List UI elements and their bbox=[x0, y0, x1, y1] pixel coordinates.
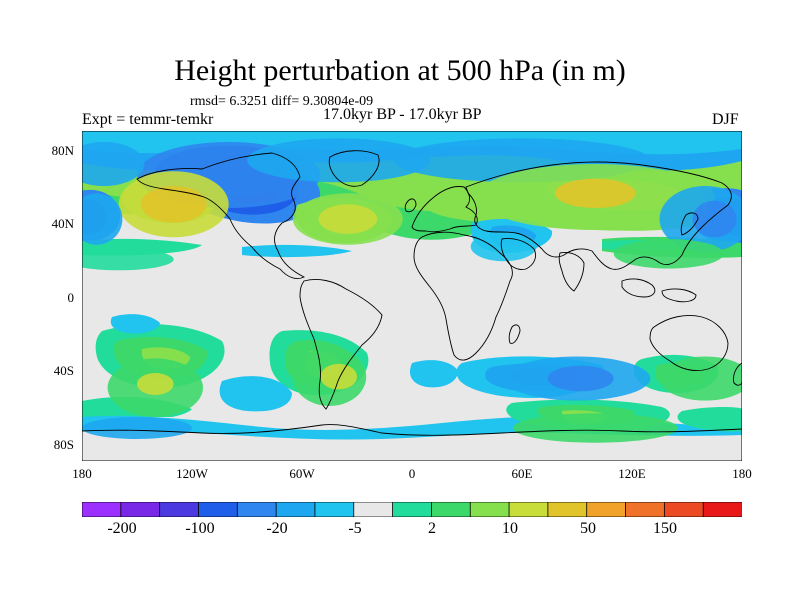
lat-label-80s: 80S bbox=[53, 437, 74, 452]
anomaly-core-22 bbox=[547, 365, 614, 392]
lon-label-120w: 120W bbox=[176, 466, 208, 481]
colorbar-label-5: 10 bbox=[502, 520, 518, 537]
colorbar-swatch-7 bbox=[353, 502, 394, 517]
colorbar-label-4: 2 bbox=[428, 520, 436, 537]
lon-label-60w: 60W bbox=[289, 466, 315, 481]
lon-label-120e: 120E bbox=[618, 466, 646, 481]
anomaly-core-13 bbox=[82, 193, 123, 245]
colorbar-swatch-9 bbox=[431, 502, 471, 517]
anomaly-core-2 bbox=[247, 138, 431, 183]
colorbar-swatch-1 bbox=[120, 502, 161, 517]
stats-label: rmsd= 6.3251 diff= 9.30804e-09 bbox=[190, 94, 374, 109]
colorbar-swatch-2 bbox=[159, 502, 200, 517]
anomaly-core-10 bbox=[555, 178, 636, 208]
anomaly-core-18 bbox=[137, 373, 174, 395]
colorbar-label-2: -20 bbox=[266, 520, 288, 537]
period-label: 17.0kyr BP - 17.0kyr BP bbox=[323, 106, 482, 123]
lon-label-180e: 180 bbox=[732, 466, 752, 481]
anomaly-core-20 bbox=[320, 363, 357, 390]
height-anomaly-map bbox=[82, 131, 742, 461]
india-coast bbox=[558, 252, 585, 292]
south-america-coast bbox=[299, 278, 383, 410]
colorbar-swatch-12 bbox=[547, 502, 588, 517]
madagascar-coast bbox=[508, 324, 521, 344]
north-america-coast bbox=[136, 152, 306, 280]
asia-coast bbox=[465, 161, 732, 270]
greenland-coast bbox=[328, 150, 380, 187]
colorbar-swatch-10 bbox=[469, 502, 510, 517]
australia-coast bbox=[649, 315, 729, 372]
colorbar-swatch-4 bbox=[236, 502, 277, 517]
colorbar-swatch-15 bbox=[663, 502, 704, 517]
africa-coast bbox=[413, 231, 513, 361]
colorbar-label-3: -5 bbox=[348, 520, 362, 537]
colorbar-label-7: 150 bbox=[653, 520, 677, 537]
colorbar-swatch-8 bbox=[392, 502, 433, 517]
anomaly-core-14 bbox=[470, 231, 537, 262]
anomaly-core-8 bbox=[318, 204, 378, 234]
season-label: DJF bbox=[712, 111, 739, 128]
colorbar-swatch-14 bbox=[625, 502, 666, 517]
anomaly-core-15 bbox=[613, 239, 724, 269]
colorbar-label-1: -100 bbox=[185, 520, 215, 537]
lon-label-180w: 180 bbox=[72, 466, 92, 481]
uk-coast bbox=[404, 198, 417, 213]
colorbar-swatch-0 bbox=[82, 502, 122, 517]
colorbar-swatch-3 bbox=[198, 502, 238, 517]
lon-label-0: 0 bbox=[408, 466, 416, 481]
anomaly-core-12 bbox=[692, 200, 737, 238]
anomaly-core-16 bbox=[82, 248, 174, 271]
colorbar-swatch-5 bbox=[275, 502, 316, 517]
colorbar-swatch-16 bbox=[702, 502, 742, 517]
anomaly-core-24 bbox=[512, 413, 678, 443]
lat-label-equator: 0 bbox=[67, 290, 75, 305]
anomaly-fields bbox=[82, 131, 742, 461]
anomaly-core-25 bbox=[82, 417, 192, 439]
colorbar-label-6: 50 bbox=[580, 520, 596, 537]
colorbar-swatch-6 bbox=[314, 502, 355, 517]
lat-label-40n: 40N bbox=[51, 216, 74, 231]
antarctica-coast bbox=[82, 424, 742, 436]
southeast-asia-islands bbox=[621, 278, 697, 303]
colorbar-swatch-13 bbox=[586, 502, 627, 517]
plot-title: Height perturbation at 500 hPa (in m) bbox=[174, 54, 626, 87]
lon-label-60e: 60E bbox=[511, 466, 533, 481]
lat-label-40s: 40S bbox=[53, 363, 74, 378]
coastlines bbox=[82, 150, 742, 436]
colorbar bbox=[82, 502, 742, 517]
arabia-coast bbox=[500, 238, 537, 270]
europe-coast bbox=[411, 186, 478, 233]
anomaly-core-4 bbox=[82, 142, 145, 186]
lat-label-80n: 80N bbox=[51, 143, 74, 158]
colorbar-swatch-11 bbox=[508, 502, 549, 517]
experiment-label: Expt = temmr-temkr bbox=[82, 111, 214, 128]
colorbar-label-0: -200 bbox=[107, 520, 137, 537]
japan-coast bbox=[680, 212, 699, 236]
anomaly-core-6 bbox=[140, 186, 207, 223]
